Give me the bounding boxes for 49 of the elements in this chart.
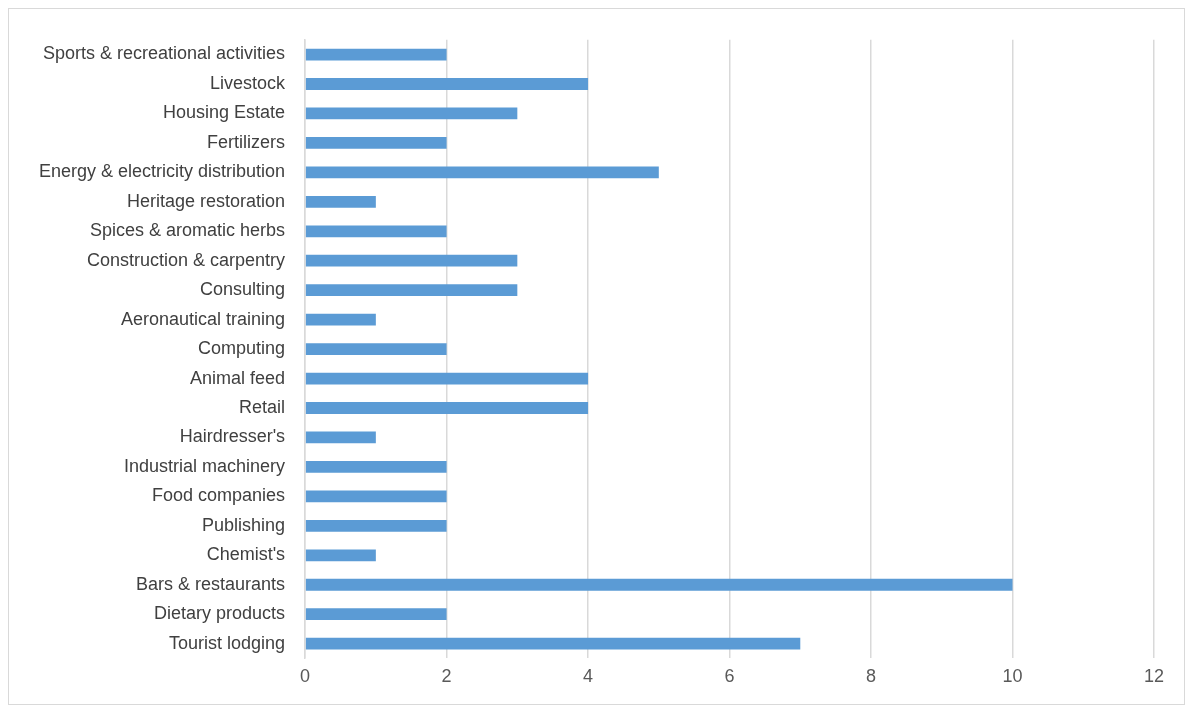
bar [305, 48, 447, 61]
y-tick-label: Dietary products [154, 603, 286, 624]
bar [305, 284, 518, 297]
y-tick-label: Computing [198, 338, 286, 359]
x-tick-label: 12 [1143, 666, 1165, 687]
y-tick-label: Consulting [200, 279, 286, 300]
y-tick-label: Publishing [202, 514, 286, 535]
bar [305, 225, 447, 238]
bar [305, 372, 589, 385]
bar [305, 461, 447, 473]
bar [305, 313, 376, 326]
bar [305, 431, 376, 444]
bar [305, 549, 376, 562]
y-tick-label: Chemist's [206, 544, 286, 565]
y-tick-label: Bars & restaurants [136, 573, 286, 594]
y-tick-label: Aeronautical training [120, 308, 286, 329]
y-tick-label: Animal feed [190, 367, 286, 388]
x-tick-label: 10 [1002, 666, 1023, 687]
y-tick-label: Hairdresser's [179, 426, 286, 447]
bar [305, 107, 518, 120]
y-tick-label: Housing Estate [163, 102, 286, 123]
bar [305, 637, 801, 650]
x-tick-label: 8 [866, 666, 877, 687]
y-tick-label: Heritage restoration [127, 190, 286, 211]
bar [305, 166, 659, 179]
y-tick-label: Sports & recreational activities [42, 43, 286, 64]
y-tick-label: Food companies [152, 485, 286, 506]
bar [305, 254, 518, 267]
y-tick-label: Fertilizers [207, 131, 286, 152]
bar [305, 402, 589, 414]
y-tick-label: Energy & electricity distribution [38, 161, 286, 182]
x-tick-label: 2 [441, 666, 452, 687]
y-tick-label: Retail [239, 396, 286, 417]
bar [305, 578, 1013, 591]
bar [305, 519, 447, 532]
bar [305, 137, 447, 149]
y-tick-label: Construction & carpentry [87, 249, 286, 270]
bar [305, 343, 447, 355]
bar [305, 78, 589, 90]
y-tick-label: Tourist lodging [169, 632, 286, 653]
y-tick-label: Livestock [210, 72, 287, 93]
bar [305, 195, 376, 208]
x-tick-label: 4 [583, 666, 594, 687]
x-tick-label: 6 [724, 666, 735, 687]
bar [305, 608, 447, 621]
x-tick-label: 0 [300, 666, 311, 687]
bar [305, 490, 447, 503]
y-tick-label: Spices & aromatic herbs [90, 220, 286, 241]
y-tick-label: Industrial machinery [124, 455, 286, 476]
